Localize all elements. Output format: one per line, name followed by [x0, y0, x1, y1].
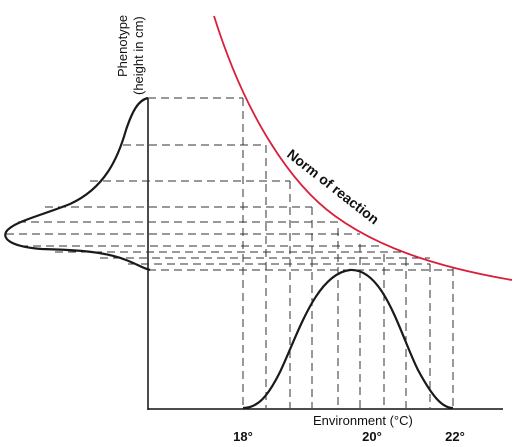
vertical-dashed-guides [242, 98, 454, 408]
x-axis-label: Environment (°C) [313, 413, 413, 428]
y-axis-label-line1: Phenotype [115, 15, 130, 77]
y-axis-label-line2: (height in cm) [131, 16, 146, 95]
tick-20: 20° [362, 429, 382, 444]
phenotype-distribution-curve [4, 96, 151, 272]
horizontal-dashed-guides [6, 97, 453, 271]
environment-distribution-curve [242, 268, 454, 410]
norm-of-reaction-curve [213, 15, 513, 281]
tick-18: 18° [233, 429, 253, 444]
tick-22: 22° [445, 429, 465, 444]
